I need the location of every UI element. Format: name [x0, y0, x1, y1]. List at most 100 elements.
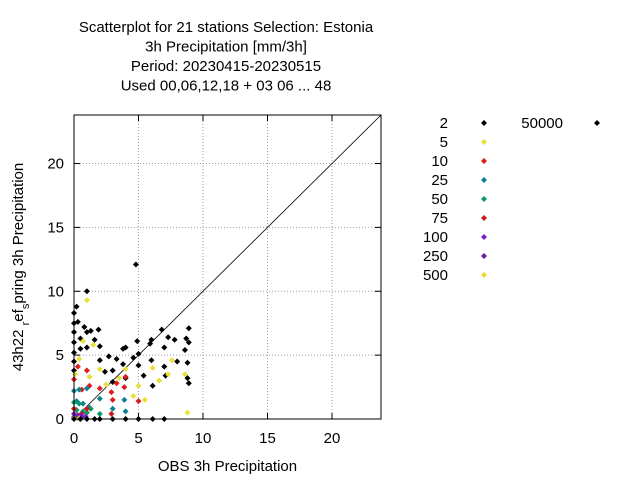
point-0-7: [73, 303, 80, 310]
point-4-2: [76, 400, 83, 407]
point-1-12: [141, 396, 148, 403]
point-1-15: [165, 371, 172, 378]
legend-marker-75: [481, 215, 487, 221]
data-points: [71, 261, 192, 422]
point-2-10: [122, 373, 129, 380]
legend-marker-2: [481, 120, 487, 126]
point-4-5: [87, 405, 94, 412]
point-0-22: [109, 367, 116, 374]
legend-label-5: 5: [440, 134, 448, 151]
point-0-24: [113, 355, 120, 362]
point-1-4: [86, 373, 93, 380]
point-0-44: [171, 336, 178, 343]
point-1-6: [96, 366, 103, 373]
point-0-11: [81, 324, 88, 331]
point-0-47: [183, 335, 190, 342]
point-0-36: [148, 336, 155, 343]
point-4-6: [96, 410, 103, 417]
y-axis-label-part-4: pring 3h Precipitation: [10, 163, 27, 304]
point-3-2: [76, 386, 83, 393]
point-0-39: [158, 326, 165, 333]
point-1-17: [181, 371, 188, 378]
legend-marker-50: [481, 196, 487, 202]
legend-label-25: 25: [431, 172, 448, 189]
legend-label-100: 100: [423, 229, 448, 246]
point-0-26: [120, 361, 127, 368]
legend-marker-250: [481, 253, 487, 259]
point-0-10: [77, 345, 84, 352]
legend-label-50: 50: [431, 191, 448, 208]
point-2-8: [113, 380, 120, 387]
point-1-2: [80, 338, 87, 345]
point-0-8: [74, 318, 81, 325]
point-0-40: [161, 344, 168, 351]
point-0-46: [181, 347, 188, 354]
point-0-12: [83, 288, 90, 295]
point-0-20: [101, 368, 108, 375]
y-tick-label-2: 10: [47, 283, 64, 300]
point-0-33: [135, 362, 142, 369]
x-tick-label-4: 20: [324, 430, 341, 447]
point-2-6: [108, 389, 115, 396]
point-3-7: [109, 405, 116, 412]
x-tick-label-1: 5: [134, 430, 142, 447]
point-2-5: [96, 385, 103, 392]
point-0-18: [96, 343, 103, 350]
point-0-37: [148, 357, 155, 364]
legend-label-500: 500: [423, 267, 448, 284]
x-tick-label-3: 15: [259, 430, 276, 447]
legend-label-50000: 50000: [521, 115, 563, 132]
point-0-21: [105, 353, 112, 360]
point-0-34: [140, 372, 147, 379]
point-0-51: [185, 339, 192, 346]
point-1-3: [83, 297, 90, 304]
legend-marker-100: [481, 234, 487, 240]
point-2-9: [121, 384, 128, 391]
point-0-45: [174, 358, 181, 365]
y-axis-label-part-3: s: [20, 303, 32, 309]
title-line-0: Scatterplot for 21 stations Selection: E…: [79, 19, 374, 36]
point-0-38: [149, 382, 156, 389]
y-tick-label-3: 15: [47, 219, 64, 236]
point-1-10: [130, 393, 137, 400]
point-0-43: [165, 334, 172, 341]
x-tick-label-2: 10: [195, 430, 212, 447]
point-0-14: [83, 344, 90, 351]
point-0-19: [96, 357, 103, 364]
point-2-1: [74, 363, 81, 370]
point-0-52: [185, 380, 192, 387]
point-3-6: [96, 395, 103, 402]
point-2-11: [135, 398, 142, 405]
point-2-3: [83, 367, 90, 374]
point-1-14: [156, 377, 163, 384]
legend-marker-500: [481, 272, 487, 278]
point-0-48: [184, 359, 191, 366]
point-0-41: [161, 363, 168, 370]
point-3-3: [80, 400, 87, 407]
point-0-50: [185, 325, 192, 332]
title-line-1: 3h Precipitation [mm/3h]: [145, 39, 307, 56]
point-1-16: [169, 357, 176, 364]
legend-marker-5: [481, 139, 487, 145]
legend-label-10: 10: [431, 153, 448, 170]
chart-title: Scatterplot for 21 stations Selection: E…: [79, 19, 374, 95]
plot-frame: [73, 114, 382, 420]
legend-marker-25: [481, 177, 487, 183]
point-1-5: [90, 341, 97, 348]
point-3-8: [121, 396, 128, 403]
legend-label-2: 2: [440, 115, 448, 132]
point-2-7: [109, 396, 116, 403]
point-1-1: [76, 355, 83, 362]
axis-ticks: 0 5 10 15 20 0 5 10 15 20: [47, 115, 381, 447]
diagonal-line: [73, 114, 382, 420]
point-1-11: [135, 382, 142, 389]
y-axis-label-part-1: r: [20, 321, 32, 325]
x-axis-label: OBS 3h Precipitation: [158, 458, 297, 475]
point-0-32: [135, 350, 142, 357]
legend-label-250: 250: [423, 248, 448, 265]
point-1-7: [103, 381, 110, 388]
grid-lines: [74, 115, 381, 419]
point-0-16: [91, 336, 98, 343]
